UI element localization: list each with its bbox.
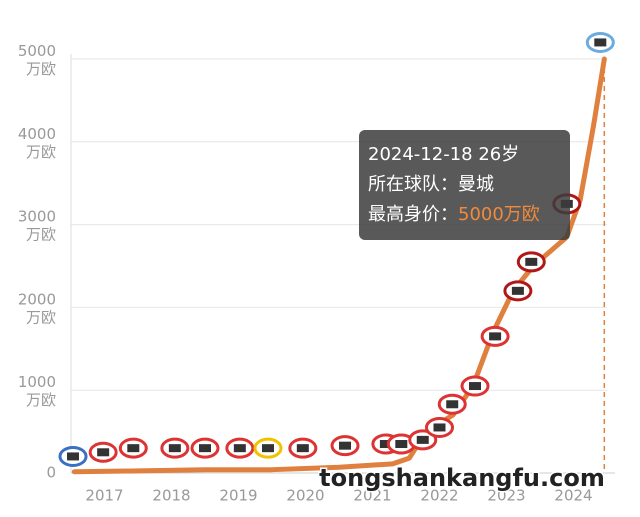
badge-core	[511, 286, 524, 295]
badge-core	[168, 444, 181, 453]
value-line	[71, 56, 607, 475]
x-tick-label: 2022	[420, 487, 458, 505]
badge-core	[594, 38, 607, 47]
x-tick-label: 2017	[85, 487, 123, 505]
tooltip-date: 2024-12-18 26岁	[368, 144, 519, 165]
club-badge	[190, 437, 220, 459]
x-tick-label: 2023	[487, 487, 525, 505]
x-tick-label: 2018	[152, 487, 190, 505]
badge-core	[97, 448, 110, 457]
club-badge	[516, 251, 546, 273]
y-tick-label: 2000 万欧	[18, 290, 56, 326]
y-tick-label: 5000 万欧	[18, 42, 56, 78]
club-badge	[480, 325, 510, 347]
x-tick-label: 2019	[219, 487, 257, 505]
badge-core	[199, 444, 211, 453]
badge-core	[469, 382, 482, 391]
badge-core	[433, 423, 446, 432]
x-tick-label: 2024	[554, 487, 592, 505]
badge-core	[127, 444, 140, 453]
club-badge	[330, 435, 360, 457]
badge-core	[379, 440, 392, 449]
club-badge	[408, 429, 438, 451]
tooltip-value-number: 5000万欧	[458, 204, 540, 225]
badge-core	[395, 440, 408, 449]
x-tick-label: 2021	[353, 487, 391, 505]
tooltip-team: 所在球队：曼城	[368, 174, 494, 195]
club-badge	[225, 437, 255, 459]
x-tick-label: 2020	[286, 487, 324, 505]
y-tick-label: 4000 万欧	[18, 124, 56, 160]
badge-core	[416, 435, 429, 444]
badge-core	[233, 444, 246, 453]
badge-core	[525, 257, 538, 266]
tooltip-value: 最高身价：5000万欧	[368, 204, 540, 225]
badge-core	[446, 400, 459, 409]
club-badge	[288, 437, 318, 459]
club-badge	[58, 445, 88, 467]
club-badge	[118, 437, 148, 459]
club-badge	[160, 437, 190, 459]
tooltip-value-label: 最高身价：	[368, 204, 458, 225]
watermark: tongshankangfu.com	[319, 464, 605, 492]
badge-core	[67, 452, 80, 461]
club-badge	[437, 393, 467, 415]
badge-core	[489, 332, 502, 341]
tooltip-box	[359, 130, 570, 240]
club-badge	[88, 441, 118, 463]
club-badge	[253, 437, 283, 459]
club-badge	[503, 280, 533, 302]
y-tick-label: 3000 万欧	[18, 207, 56, 243]
y-tick-label: 0	[46, 464, 56, 482]
badge-core	[261, 444, 274, 453]
y-tick-label: 1000 万欧	[18, 373, 56, 409]
badge-core	[339, 441, 352, 450]
club-badge	[460, 375, 490, 397]
club-badge	[425, 416, 454, 438]
club-badge	[585, 31, 615, 53]
badge-core	[296, 444, 309, 453]
